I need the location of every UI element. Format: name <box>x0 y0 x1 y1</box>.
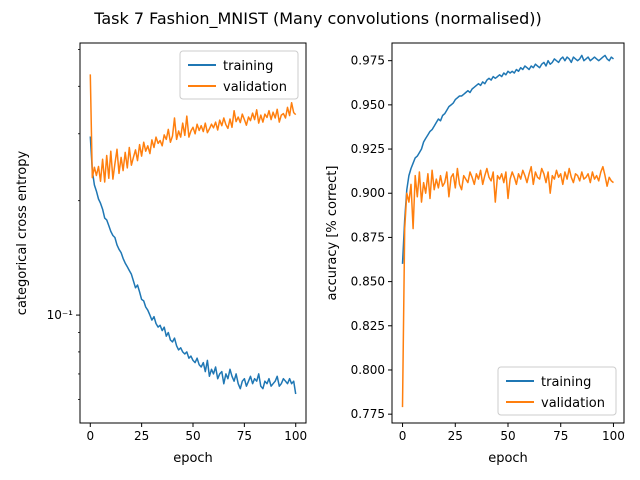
figure-title: Task 7 Fashion_MNIST (Many convolutions … <box>93 9 542 29</box>
accuracy-ytick-label: 0.975 <box>351 54 385 68</box>
accuracy-xtick-label: 75 <box>553 429 568 443</box>
accuracy-ylabel: accuracy [% correct] <box>325 166 340 301</box>
accuracy-training-line <box>401 54 614 264</box>
loss-xtick-label: 0 <box>86 429 94 443</box>
loss-training-line <box>89 136 297 395</box>
accuracy-xtick-label: 100 <box>602 429 625 443</box>
accuracy-ytick-label: 0.875 <box>351 230 385 244</box>
accuracy-xtick-label: 50 <box>500 429 515 443</box>
accuracy-xtick-label: 25 <box>448 429 463 443</box>
accuracy-ytick-label: 0.925 <box>351 142 385 156</box>
loss-ytick-label: 10⁻¹ <box>47 308 74 322</box>
accuracy-ytick-label: 0.775 <box>351 407 385 421</box>
loss-subplot: 0 25 50 75 100 10⁻¹ epoch categorical cross ent… <box>15 42 307 466</box>
accuracy-ytick-label: 0.850 <box>351 275 385 289</box>
accuracy-ytick-label: 0.900 <box>351 186 385 200</box>
accuracy-xtick-label: 0 <box>399 429 407 443</box>
loss-ylabel: categorical cross entropy <box>15 151 30 316</box>
loss-xtick-label: 75 <box>237 429 252 443</box>
accuracy-subplot: 0 25 50 75 100 0.775 0.800 0.825 0.850 0.875 0.900… <box>325 42 625 466</box>
accuracy-legend-validation-label: validation <box>541 396 605 411</box>
loss-xtick-label: 25 <box>134 429 149 443</box>
loss-legend-validation-label: validation <box>223 80 287 95</box>
loss-xlabel: epoch <box>173 451 213 466</box>
loss-xtick-label: 100 <box>284 429 307 443</box>
accuracy-validation-line <box>401 165 614 408</box>
accuracy-ytick-label: 0.800 <box>351 363 385 377</box>
loss-validation-line <box>89 74 297 183</box>
accuracy-legend-training-label: training <box>541 375 591 390</box>
accuracy-xlabel: epoch <box>488 451 528 466</box>
accuracy-ytick-label: 0.950 <box>351 98 385 112</box>
accuracy-ytick-label: 0.825 <box>351 319 385 333</box>
loss-legend-training-label: training <box>223 59 273 74</box>
loss-xtick-label: 50 <box>185 429 200 443</box>
